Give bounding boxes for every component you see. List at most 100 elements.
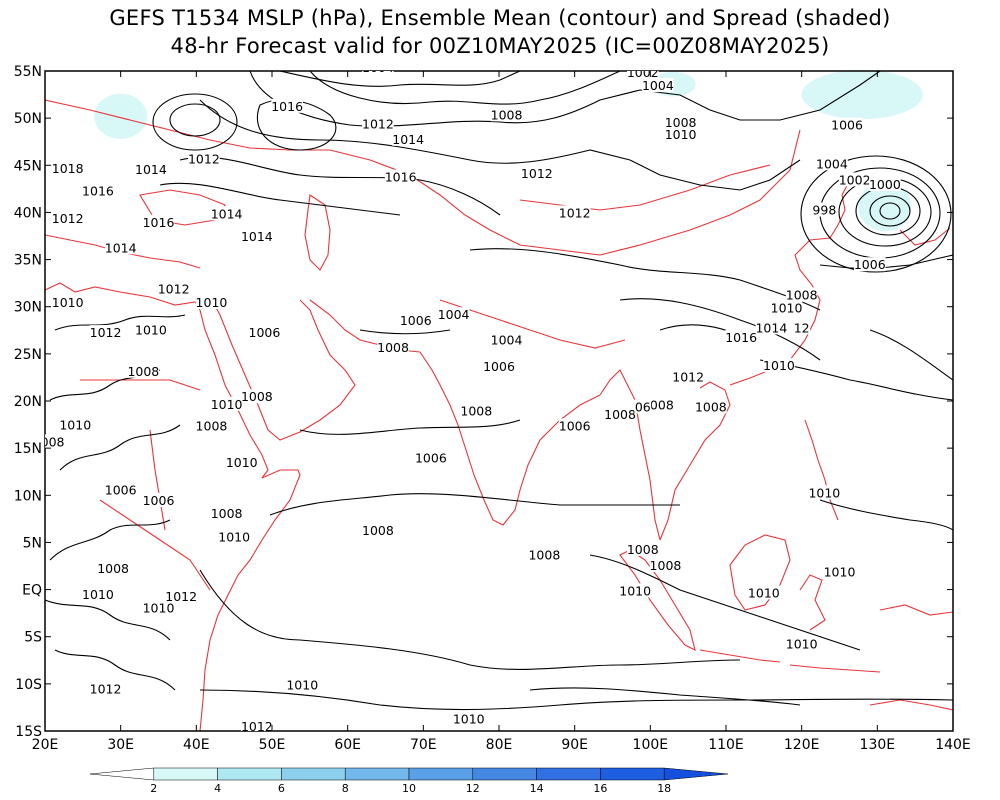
contour-label: 1010	[196, 295, 228, 310]
x-tick-label: 110E	[708, 737, 744, 753]
contour-label: 1006	[143, 493, 175, 508]
contour-label-bg	[51, 294, 84, 309]
contour-label-bg	[104, 482, 137, 497]
contour-label-bg	[51, 161, 84, 176]
contour-label: 1012	[672, 369, 704, 384]
isobar-1004-north	[279, 71, 521, 87]
contour-label: 1010	[211, 397, 243, 412]
contour-label: 1008	[650, 558, 682, 573]
isobar-africa-3	[54, 649, 176, 691]
isobar-africa-2	[45, 599, 171, 641]
contour-label-bg	[521, 165, 553, 180]
contour-label-bg	[127, 363, 160, 378]
contour-label-bg	[763, 358, 795, 373]
contour-label: 1006	[831, 118, 863, 133]
contour-label: 1014	[241, 229, 273, 244]
contour-label: 1012	[445, 752, 477, 767]
contour-label: 1008	[528, 548, 560, 563]
contour-label: 1000	[869, 177, 901, 192]
contour-label-bg	[59, 417, 92, 432]
contour-label: 1012	[90, 325, 122, 340]
y-tick-label: EQ	[22, 583, 42, 599]
contour-label: 1010	[135, 322, 167, 337]
contour-label: 1008	[695, 400, 727, 415]
colorbar-segment	[408, 767, 474, 781]
contour-label-bg	[271, 98, 303, 113]
colorbar-segment	[217, 767, 282, 781]
border-russia	[45, 99, 330, 151]
contour-label-bg	[853, 257, 886, 272]
contour-label-bg	[195, 418, 228, 433]
contour-label: 1014	[755, 320, 787, 335]
contour-label: 1004	[816, 156, 848, 171]
x-tick-label: 120E	[784, 737, 820, 753]
isobar-1006-japan	[819, 254, 953, 269]
contour-label: 998	[812, 203, 836, 218]
contour-label: 1008	[665, 115, 697, 130]
contour-label-bg	[218, 529, 250, 544]
contour-label: 008	[41, 434, 65, 449]
contour-label-bg	[490, 332, 523, 347]
contour-label-bg	[415, 450, 447, 465]
colorbar-label: 14	[530, 782, 544, 795]
contour-label: 1004	[362, 60, 394, 75]
contour-label-bg	[619, 583, 651, 598]
contour-label: 1010	[786, 636, 818, 651]
contour-label-bg	[695, 757, 727, 771]
contour-label: 1016	[271, 99, 303, 114]
y-axis: 55N 50N 45N 40N 35N 30N 25N 20N 15N 10N 5N EQ 5S 10S 1…	[14, 64, 953, 740]
contour-label-bg	[664, 127, 697, 142]
colorbar-segment	[536, 767, 601, 781]
contour-label-bg	[626, 71, 659, 79]
x-tick-label: 40E	[183, 737, 210, 753]
contour-label: 1012	[241, 719, 273, 734]
contour-label: 1008	[362, 523, 394, 538]
contour-label: 1010	[82, 587, 114, 602]
contour-label: 1012	[158, 282, 190, 297]
contour-label: 1010	[52, 295, 84, 310]
border-africa-1	[80, 379, 201, 391]
x-tick-label: 30E	[107, 737, 134, 753]
contour-label: 12	[794, 320, 810, 335]
contour-label-bg	[248, 325, 281, 340]
coastline-caspian	[304, 194, 331, 271]
contour-label: 1010	[59, 418, 91, 433]
spread-shading	[94, 71, 923, 232]
y-tick-label: 10N	[14, 488, 42, 504]
contour-label: 1016	[725, 330, 757, 345]
contour-labels: 1004101610121008101410021004100810101006…	[41, 60, 901, 771]
contour-label: 1010	[808, 485, 840, 500]
contour-label: 1010	[619, 583, 651, 598]
contour-label-bg	[490, 107, 523, 122]
contour-label-bg	[695, 399, 727, 414]
contour-label: 1008	[786, 287, 818, 302]
contour-label: 1010	[286, 678, 318, 693]
isobar-africa-6	[54, 314, 186, 331]
coastline-new-guinea	[879, 604, 953, 616]
contour-label-bg	[528, 547, 561, 562]
isobar-pacific-2	[869, 329, 953, 381]
contour-label-bg	[664, 114, 697, 129]
y-tick-label: 5S	[24, 630, 42, 646]
colorbar-label: 2	[150, 782, 157, 795]
contour-label: 1008	[604, 407, 636, 422]
contour-label-bg	[793, 320, 811, 335]
contour-label-bg	[452, 711, 485, 726]
contour-label: 1014	[211, 206, 243, 221]
coastline-arabia	[211, 299, 356, 441]
contour-label-bg	[45, 434, 65, 449]
contour-label: 1014	[135, 162, 167, 177]
isobar-1014-china	[619, 298, 821, 361]
colorbar-label: 4	[214, 782, 221, 795]
isobar-maritime	[589, 554, 861, 651]
contour-label: 1008	[211, 506, 243, 521]
contour-label: 1008	[127, 364, 159, 379]
isobars-layer	[45, 71, 953, 711]
x-tick-label: 140E	[935, 737, 971, 753]
contour-label-bg	[51, 211, 84, 226]
contour-label-bg	[460, 403, 493, 418]
contour-label: 1012	[559, 205, 591, 220]
colorbar-segment	[600, 767, 665, 781]
y-tick-label: 25N	[14, 347, 42, 363]
colorbar-label: 16	[593, 782, 607, 795]
